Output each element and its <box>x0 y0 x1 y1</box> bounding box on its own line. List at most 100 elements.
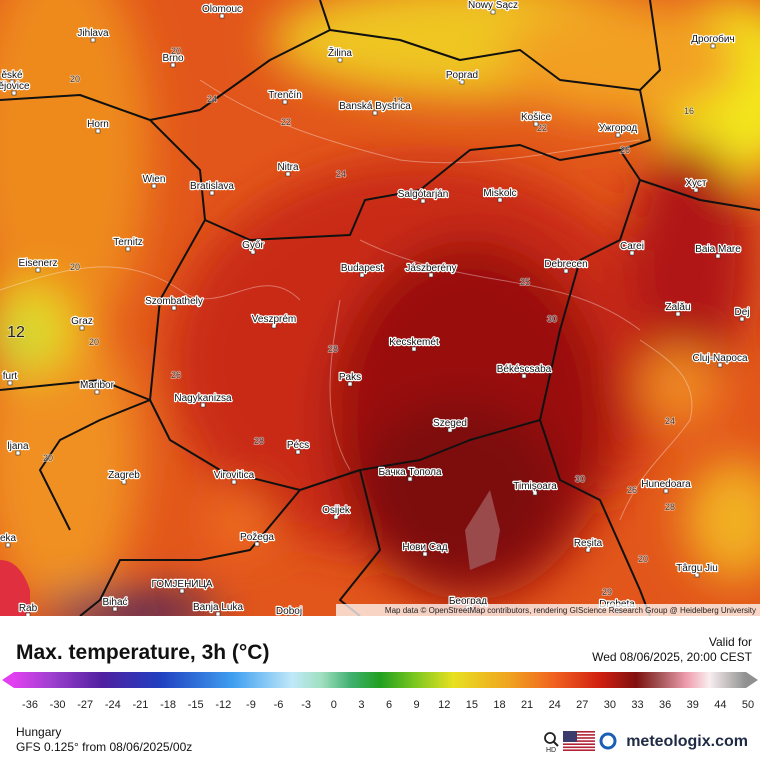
isotherms <box>0 79 693 521</box>
field-blob <box>0 560 30 616</box>
contour-label: 26 <box>620 145 630 155</box>
contour-label: 22 <box>537 123 547 133</box>
contour-label: 29 <box>602 587 612 597</box>
colorbar-tick-label: 44 <box>714 699 726 711</box>
city-label: Budapest <box>341 263 383 274</box>
city-label: ГОМЈЕНИЦА <box>151 579 212 590</box>
colorbar-gradient <box>14 672 746 688</box>
city-label: Brno <box>162 53 184 64</box>
city-marker <box>533 121 539 127</box>
city-marker <box>629 250 635 256</box>
city-label: Szeged <box>433 418 467 429</box>
city-marker <box>333 514 339 520</box>
city-label: Miskolc <box>483 188 516 199</box>
city-marker <box>282 99 288 105</box>
city-label: Nowy Sącz <box>468 0 518 11</box>
city-label: Nitra <box>277 162 299 173</box>
colorbar-tick-label: 39 <box>687 699 699 711</box>
city-marker <box>420 198 426 204</box>
colorbar-tick-label: -15 <box>188 699 204 711</box>
field-blob <box>685 460 760 580</box>
city-labels: Olomouc Nowy Sącz Jihlava Žilina Дрогобич ěsk… <box>0 0 751 616</box>
colorbar-end <box>2 672 14 688</box>
isotherm <box>619 339 693 521</box>
city-marker <box>532 490 538 496</box>
city-marker <box>94 389 100 395</box>
border <box>199 29 651 151</box>
city-label: Hunedoara <box>641 479 691 490</box>
contour-label: 20 <box>638 554 648 564</box>
contour-labels: 20 20 24 22 18 22 16 26 24 20 25 30 20 12 26 28 28 20 24 26… <box>6 45 694 598</box>
valid-time: Wed 08/06/2025, 20:00 CEST <box>592 650 753 664</box>
hd-label[interactable]: HD <box>546 747 556 754</box>
city-label: Požega <box>240 532 274 543</box>
city-label: Graz <box>71 316 93 327</box>
field-blob <box>210 490 270 550</box>
attribution-band <box>336 604 760 616</box>
field-blob <box>0 0 150 350</box>
magnifier[interactable] <box>544 732 556 744</box>
city-label: Banja Luka <box>193 602 243 613</box>
city-label: Osijek <box>322 505 351 516</box>
colorbar-ticks: -36 -30 -27 -24 -21 -18 -15 -12 -9 -6 -3 0 3 6 9 12 15 18… <box>22 699 754 711</box>
city-label: Salgótarján <box>398 189 449 200</box>
city-marker <box>585 547 591 553</box>
hd-toggle[interactable]: HD <box>544 732 559 754</box>
city-label: ěské <box>1 70 23 81</box>
city-marker <box>422 551 428 557</box>
city-marker <box>121 479 127 485</box>
colorbar-tick-label: -24 <box>105 699 121 711</box>
city-label: Veszprém <box>252 314 296 325</box>
isotherm <box>0 266 301 301</box>
field-blob <box>360 400 560 580</box>
city-label: Békéscsaba <box>497 364 552 375</box>
city-label: Trenčín <box>268 90 302 101</box>
border <box>0 379 151 531</box>
border <box>319 0 760 211</box>
colorbar-tick-label: -21 <box>133 699 149 711</box>
city-marker <box>563 268 569 274</box>
border <box>539 419 651 616</box>
city-label: Хуст <box>686 178 707 189</box>
city-label: Horn <box>87 119 109 130</box>
city-marker <box>490 9 496 15</box>
city-label: Zagreb <box>108 470 140 481</box>
flag[interactable] <box>563 731 595 751</box>
city-label: Eisenerz <box>19 258 58 269</box>
city-marker <box>215 611 221 616</box>
colorbar-tick-label: 36 <box>659 699 671 711</box>
city-label: Győr <box>242 240 264 251</box>
flag-canton <box>563 731 577 742</box>
city-label: Debrecen <box>544 259 587 270</box>
colorbar-tick-label: -3 <box>301 699 311 711</box>
colorbar-tick-label: 3 <box>358 699 364 711</box>
city-label: Cluj-Napoca <box>692 353 747 364</box>
city-label: Pécs <box>287 440 309 451</box>
contour-label: 28 <box>254 436 264 446</box>
contour-label: 26 <box>627 485 637 495</box>
magnifier-handle[interactable] <box>553 741 559 747</box>
city-label: Бачка Топола <box>378 467 442 478</box>
city-marker <box>7 380 13 386</box>
colorbar-tick-label: -27 <box>77 699 93 711</box>
contour-label: 30 <box>575 474 585 484</box>
brand-logo <box>599 732 617 750</box>
colorbar-tick-label: 15 <box>466 699 478 711</box>
brand-name[interactable]: meteologix.com <box>626 733 748 750</box>
city-label: Bihać <box>102 597 127 608</box>
colorbar-tick-label: -18 <box>160 699 176 711</box>
region: Hungary <box>16 725 61 739</box>
city-label: Dej <box>734 307 749 318</box>
colorbar-tick-label: -6 <box>274 699 284 711</box>
brand[interactable]: meteologix.com <box>599 732 748 750</box>
city-marker <box>209 190 215 196</box>
contour-label: 28 <box>328 344 338 354</box>
city-label: Jihlava <box>77 28 109 39</box>
city-marker <box>675 311 681 317</box>
city-marker <box>151 183 157 189</box>
city-marker <box>200 402 206 408</box>
city-marker <box>9 79 15 85</box>
city-marker <box>35 267 41 273</box>
